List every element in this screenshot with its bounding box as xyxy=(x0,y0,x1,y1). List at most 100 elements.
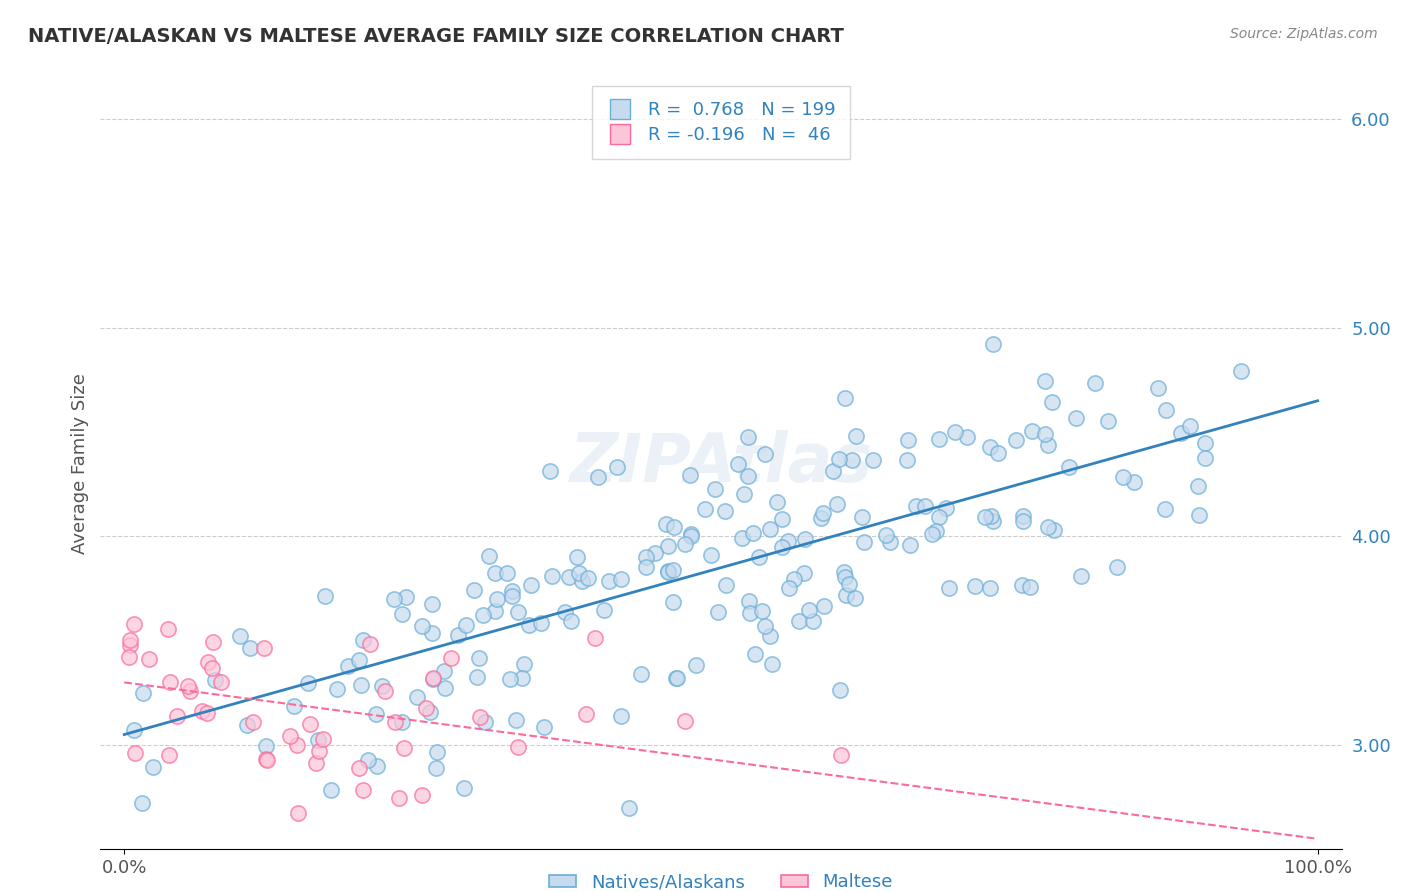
Natives/Alaskans xyxy=(770,541,793,555)
Natives/Alaskans xyxy=(851,510,873,524)
Natives/Alaskans xyxy=(758,522,780,536)
Natives/Alaskans xyxy=(610,572,633,586)
Natives/Alaskans xyxy=(1043,523,1066,537)
Natives/Alaskans xyxy=(783,572,806,586)
Natives/Alaskans xyxy=(142,760,165,774)
Natives/Alaskans xyxy=(634,550,657,565)
Natives/Alaskans xyxy=(665,671,688,685)
Natives/Alaskans xyxy=(496,566,519,581)
Maltese xyxy=(209,675,232,690)
Natives/Alaskans xyxy=(987,446,1010,460)
Natives/Alaskans xyxy=(845,429,868,443)
Natives/Alaskans xyxy=(406,690,429,704)
Maltese xyxy=(287,805,309,820)
Natives/Alaskans xyxy=(655,517,678,532)
Natives/Alaskans xyxy=(727,458,749,472)
Natives/Alaskans xyxy=(943,425,966,439)
Natives/Alaskans xyxy=(921,527,943,541)
Natives/Alaskans xyxy=(828,452,851,467)
Natives/Alaskans xyxy=(754,447,776,461)
Natives/Alaskans xyxy=(1033,374,1056,388)
Natives/Alaskans xyxy=(1040,395,1063,409)
Natives/Alaskans xyxy=(501,589,523,603)
Maltese xyxy=(201,635,224,649)
Maltese xyxy=(415,700,437,714)
Natives/Alaskans xyxy=(914,499,936,513)
Natives/Alaskans xyxy=(132,686,155,700)
Natives/Alaskans xyxy=(662,563,685,577)
Natives/Alaskans xyxy=(801,614,824,628)
Natives/Alaskans xyxy=(307,732,329,747)
Natives/Alaskans xyxy=(875,528,897,542)
Natives/Alaskans xyxy=(512,671,534,685)
Maltese xyxy=(506,739,529,754)
Natives/Alaskans xyxy=(1123,475,1146,489)
Natives/Alaskans xyxy=(283,698,305,713)
Natives/Alaskans xyxy=(463,582,485,597)
Natives/Alaskans xyxy=(981,514,1004,528)
Natives/Alaskans xyxy=(426,745,449,759)
Natives/Alaskans xyxy=(704,482,727,496)
Maltese xyxy=(201,661,224,675)
Maltese xyxy=(359,637,381,651)
Natives/Alaskans xyxy=(517,618,540,632)
Maltese xyxy=(411,788,433,802)
Natives/Alaskans xyxy=(1012,508,1035,523)
Natives/Alaskans xyxy=(347,653,370,667)
Natives/Alaskans xyxy=(1107,559,1129,574)
Natives/Alaskans xyxy=(830,682,852,697)
Natives/Alaskans xyxy=(956,430,979,444)
Natives/Alaskans xyxy=(474,714,496,729)
Natives/Alaskans xyxy=(979,441,1001,455)
Natives/Alaskans xyxy=(568,566,591,580)
Natives/Alaskans xyxy=(239,641,262,656)
Natives/Alaskans xyxy=(754,619,776,633)
Maltese xyxy=(197,656,219,670)
Natives/Alaskans xyxy=(557,570,579,584)
Natives/Alaskans xyxy=(731,531,754,545)
Maltese xyxy=(252,641,274,656)
Maltese xyxy=(190,704,212,718)
Maltese xyxy=(122,617,145,632)
Natives/Alaskans xyxy=(905,499,928,513)
Natives/Alaskans xyxy=(981,337,1004,351)
Maltese xyxy=(287,738,309,752)
Natives/Alaskans xyxy=(744,647,766,661)
Maltese xyxy=(280,729,302,743)
Maltese xyxy=(305,756,328,771)
Natives/Alaskans xyxy=(634,560,657,574)
Natives/Alaskans xyxy=(352,632,374,647)
Natives/Alaskans xyxy=(204,673,226,687)
Natives/Alaskans xyxy=(1059,460,1081,475)
Natives/Alaskans xyxy=(700,549,723,563)
Natives/Alaskans xyxy=(713,504,735,518)
Y-axis label: Average Family Size: Average Family Size xyxy=(72,373,89,554)
Maltese xyxy=(830,747,852,762)
Natives/Alaskans xyxy=(506,605,529,619)
Natives/Alaskans xyxy=(131,796,153,810)
Natives/Alaskans xyxy=(471,608,494,623)
Maltese xyxy=(242,714,264,729)
Natives/Alaskans xyxy=(1187,508,1209,522)
Natives/Alaskans xyxy=(554,605,576,619)
Natives/Alaskans xyxy=(326,682,349,697)
Natives/Alaskans xyxy=(567,549,589,564)
Natives/Alaskans xyxy=(229,629,252,643)
Natives/Alaskans xyxy=(897,433,920,447)
Natives/Alaskans xyxy=(630,667,652,681)
Maltese xyxy=(138,652,160,666)
Natives/Alaskans xyxy=(586,469,609,483)
Maltese xyxy=(299,717,322,731)
Natives/Alaskans xyxy=(1033,427,1056,442)
Maltese xyxy=(308,744,330,758)
Natives/Alaskans xyxy=(513,657,536,671)
Natives/Alaskans xyxy=(297,676,319,690)
Maltese xyxy=(254,752,277,766)
Natives/Alaskans xyxy=(541,569,564,583)
Natives/Alaskans xyxy=(1005,434,1028,448)
Maltese xyxy=(673,714,696,728)
Maltese xyxy=(470,710,492,724)
Natives/Alaskans xyxy=(644,546,666,560)
Natives/Alaskans xyxy=(733,487,755,501)
Natives/Alaskans xyxy=(834,391,856,405)
